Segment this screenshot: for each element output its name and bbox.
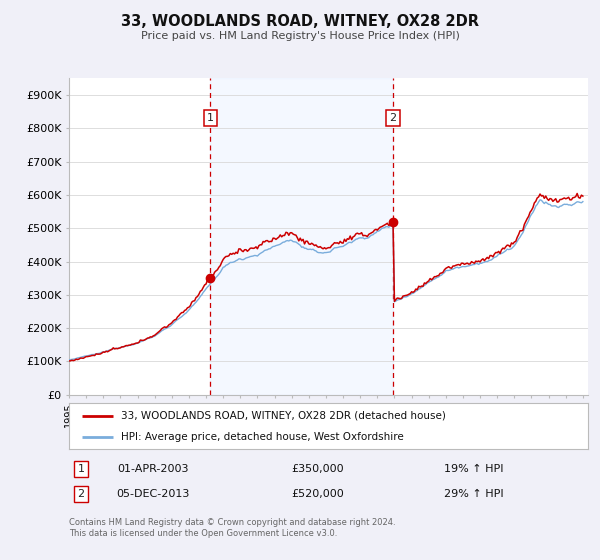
Text: 1: 1 — [207, 113, 214, 123]
Text: Contains HM Land Registry data © Crown copyright and database right 2024.: Contains HM Land Registry data © Crown c… — [69, 518, 395, 527]
Text: 01-APR-2003: 01-APR-2003 — [117, 464, 189, 474]
Text: 05-DEC-2013: 05-DEC-2013 — [116, 489, 190, 499]
Text: £350,000: £350,000 — [292, 464, 344, 474]
Text: 29% ↑ HPI: 29% ↑ HPI — [444, 489, 504, 499]
Text: Price paid vs. HM Land Registry's House Price Index (HPI): Price paid vs. HM Land Registry's House … — [140, 31, 460, 41]
Bar — [211, 78, 393, 395]
Text: 19% ↑ HPI: 19% ↑ HPI — [444, 464, 504, 474]
Text: 2: 2 — [77, 489, 85, 499]
Text: 33, WOODLANDS ROAD, WITNEY, OX28 2DR: 33, WOODLANDS ROAD, WITNEY, OX28 2DR — [121, 14, 479, 29]
Text: £520,000: £520,000 — [292, 489, 344, 499]
Text: 33, WOODLANDS ROAD, WITNEY, OX28 2DR (detached house): 33, WOODLANDS ROAD, WITNEY, OX28 2DR (de… — [121, 410, 446, 421]
Text: 1: 1 — [77, 464, 85, 474]
Text: HPI: Average price, detached house, West Oxfordshire: HPI: Average price, detached house, West… — [121, 432, 404, 442]
Text: 2: 2 — [389, 113, 397, 123]
Text: This data is licensed under the Open Government Licence v3.0.: This data is licensed under the Open Gov… — [69, 529, 337, 538]
